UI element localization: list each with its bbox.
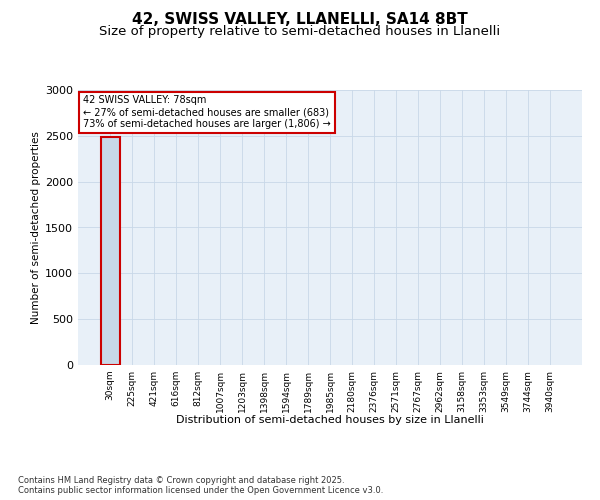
Text: Contains HM Land Registry data © Crown copyright and database right 2025.
Contai: Contains HM Land Registry data © Crown c… — [18, 476, 383, 495]
Y-axis label: Number of semi-detached properties: Number of semi-detached properties — [31, 131, 41, 324]
Bar — [101, 137, 119, 365]
X-axis label: Distribution of semi-detached houses by size in Llanelli: Distribution of semi-detached houses by … — [176, 415, 484, 425]
Text: Size of property relative to semi-detached houses in Llanelli: Size of property relative to semi-detach… — [100, 25, 500, 38]
Text: 42, SWISS VALLEY, LLANELLI, SA14 8BT: 42, SWISS VALLEY, LLANELLI, SA14 8BT — [132, 12, 468, 28]
Text: 42 SWISS VALLEY: 78sqm
← 27% of semi-detached houses are smaller (683)
73% of se: 42 SWISS VALLEY: 78sqm ← 27% of semi-det… — [83, 96, 331, 128]
